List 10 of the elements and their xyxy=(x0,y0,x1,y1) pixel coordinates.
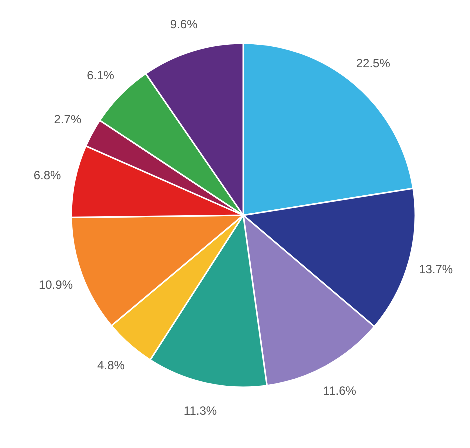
data-label: 22.5% xyxy=(356,56,391,70)
data-label: 4.8% xyxy=(98,358,126,373)
data-label: 13.7% xyxy=(419,262,454,276)
data-label: 11.6% xyxy=(323,384,357,398)
data-label: 9.6% xyxy=(170,18,198,32)
data-label: 6.1% xyxy=(87,68,115,82)
data-label: 10.9% xyxy=(38,278,74,292)
data-label: 2.7% xyxy=(54,112,82,127)
data-label: 6.8% xyxy=(34,168,62,183)
data-label: 11.3% xyxy=(184,404,218,418)
